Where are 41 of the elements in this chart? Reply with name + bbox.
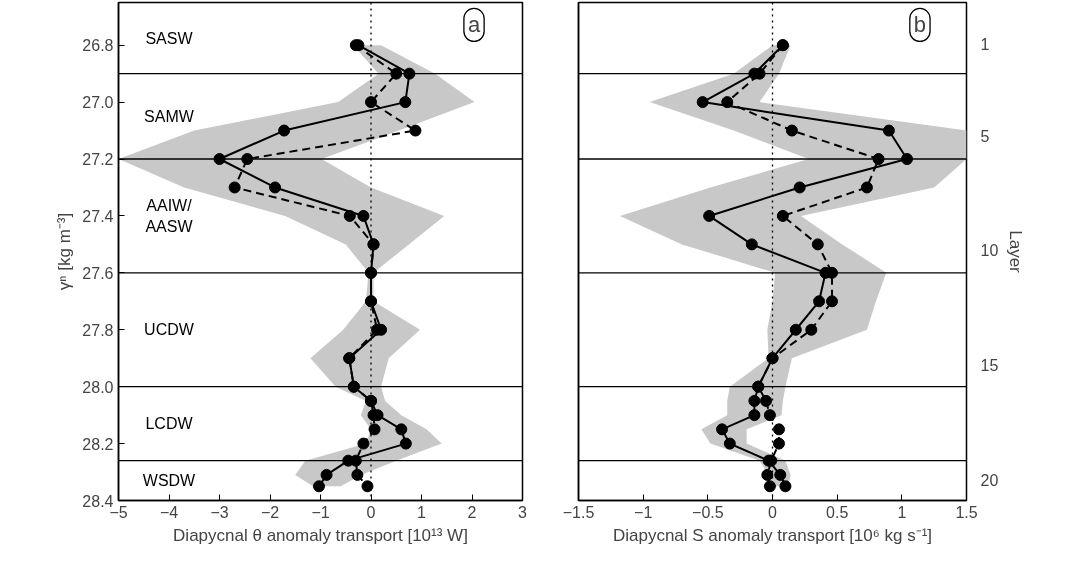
x-tick-label: 1.5 <box>955 503 978 521</box>
x-tick-label: 2 <box>467 503 477 521</box>
y2-tick-label: 15 <box>980 357 999 375</box>
x-tick-label: 1 <box>417 503 427 521</box>
x-tick-label: −0.5 <box>692 503 724 521</box>
x-tick-label: 3 <box>518 503 528 521</box>
x-tick-label: −1.5 <box>562 503 595 521</box>
y2-axis-title: Layer <box>1006 230 1026 274</box>
text: a <box>467 12 481 38</box>
annotation: SASW <box>145 29 194 47</box>
x-tick-label: −3 <box>210 503 229 521</box>
y2-tick-label: 10 <box>980 242 999 260</box>
annotation: UCDW <box>144 321 195 339</box>
y-tick-label: 28.0 <box>82 378 114 396</box>
annotation: SAMW <box>144 107 195 125</box>
x-tick-label: −1 <box>311 503 330 521</box>
y-axis-title: γⁿ [kg m⁻³] <box>55 212 75 291</box>
x-tick-label: −2 <box>260 503 280 521</box>
x-tick-label: 0.5 <box>826 503 849 521</box>
x-axis-title: Diapycnal θ anomaly transport [10¹³ W] <box>173 525 468 545</box>
annotation: AAIW/ AASW <box>145 197 194 235</box>
x-tick-label: 0 <box>768 503 778 521</box>
x-tick-label: −1 <box>634 503 653 521</box>
y-tick-label: 27.8 <box>82 321 114 339</box>
y-tick-label: 28.2 <box>82 435 114 453</box>
y-tick-label: 28.4 <box>82 492 114 510</box>
y-tick-label: 27.6 <box>82 264 114 282</box>
y2-tick-label: 5 <box>980 127 990 145</box>
x-tick-label: 0 <box>366 503 376 521</box>
annotation: LCDW <box>145 415 194 433</box>
y-tick-label: 26.8 <box>82 37 114 55</box>
y2-tick-label: 20 <box>980 471 999 489</box>
text: b <box>913 12 927 38</box>
y-tick-label: 27.4 <box>82 207 114 225</box>
annotation: WSDW <box>142 472 197 490</box>
y-tick-label: 27.0 <box>82 94 114 112</box>
x-axis-title: Diapycnal S anomaly transport [10⁶ kg s⁻¹] <box>612 525 933 545</box>
x-tick-label: 1 <box>897 503 907 521</box>
y2-tick-label: 1 <box>980 35 990 53</box>
y-tick-label: 27.2 <box>82 151 114 169</box>
x-tick-label: −4 <box>159 503 179 521</box>
